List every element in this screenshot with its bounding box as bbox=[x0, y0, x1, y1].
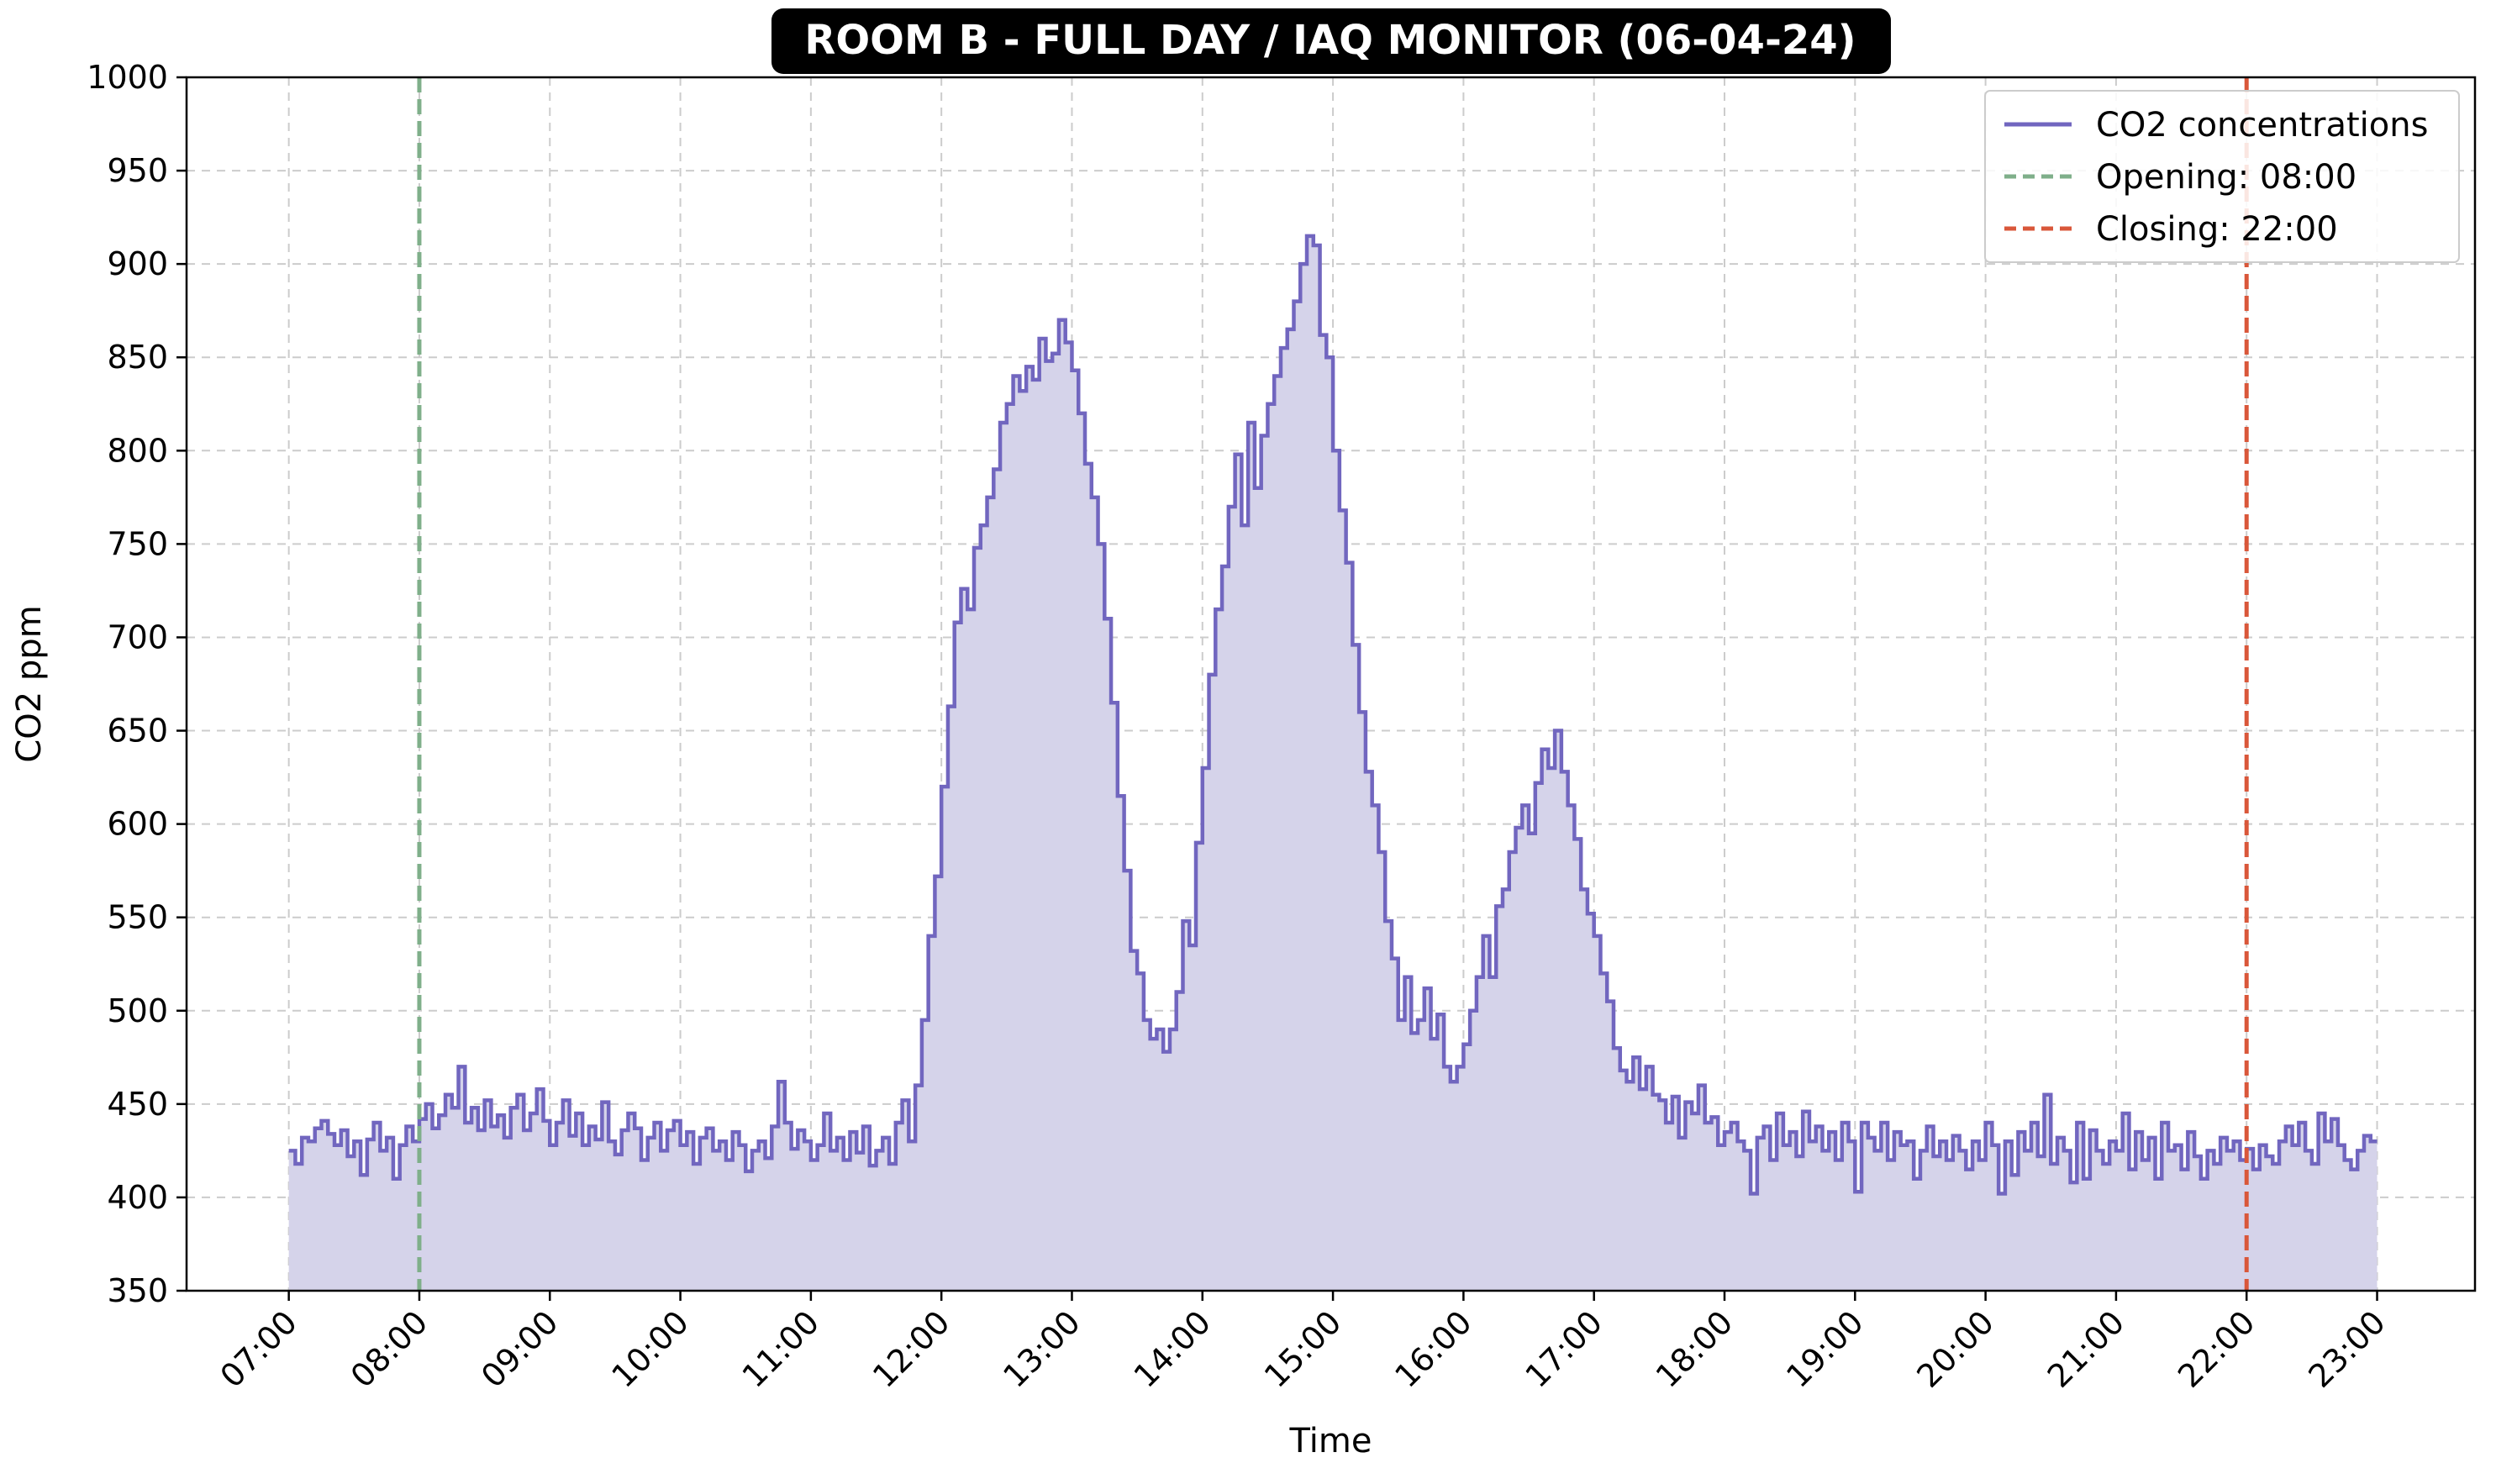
plot-frame bbox=[185, 76, 2477, 1292]
y-tick-label: 950 bbox=[107, 152, 168, 189]
y-tick-label: 750 bbox=[107, 525, 168, 562]
y-tick-label: 650 bbox=[107, 713, 168, 750]
chart-title-background bbox=[771, 8, 1891, 74]
y-axis: 350 400 450 500 550 600 650 700 750 800 850 900 950 1… bbox=[87, 59, 187, 1309]
y-tick-label: 800 bbox=[107, 432, 168, 469]
reference-lines bbox=[417, 77, 2249, 1291]
chart-title: ROOM B - FULL DAY / IAQ MONITOR (06-04-2… bbox=[771, 8, 1891, 74]
legend-opening-label: Opening: 08:00 bbox=[2096, 158, 2356, 197]
y-tick-label: 400 bbox=[107, 1179, 168, 1216]
y-tick-label: 550 bbox=[107, 899, 168, 936]
co2-series-line bbox=[288, 234, 2378, 1196]
y-tick-label: 500 bbox=[107, 992, 168, 1029]
legend-closing-label: Closing: 22:00 bbox=[2096, 210, 2338, 249]
x-axis-title: Time bbox=[1289, 1422, 1372, 1460]
legend-co2-label: CO2 concentrations bbox=[2096, 106, 2428, 145]
y-tick-label: 350 bbox=[107, 1272, 168, 1309]
y-tick-label: 900 bbox=[107, 245, 168, 282]
y-tick-label: 600 bbox=[107, 806, 168, 843]
co2-area-fill bbox=[288, 235, 2378, 1292]
chart-title-text: ROOM B - FULL DAY / IAQ MONITOR (06-04-2… bbox=[804, 17, 1856, 64]
legend-box bbox=[1984, 90, 2460, 263]
y-tick-label: 700 bbox=[107, 618, 168, 655]
y-tick-label: 450 bbox=[107, 1086, 168, 1123]
legend: CO2 concentrations Opening: 08:00 Closin… bbox=[1984, 90, 2460, 263]
y-tick-label: 1000 bbox=[87, 59, 168, 96]
y-tick-label: 850 bbox=[107, 339, 168, 376]
grid bbox=[187, 77, 2475, 1291]
y-axis-title: CO2 ppm bbox=[10, 605, 49, 762]
